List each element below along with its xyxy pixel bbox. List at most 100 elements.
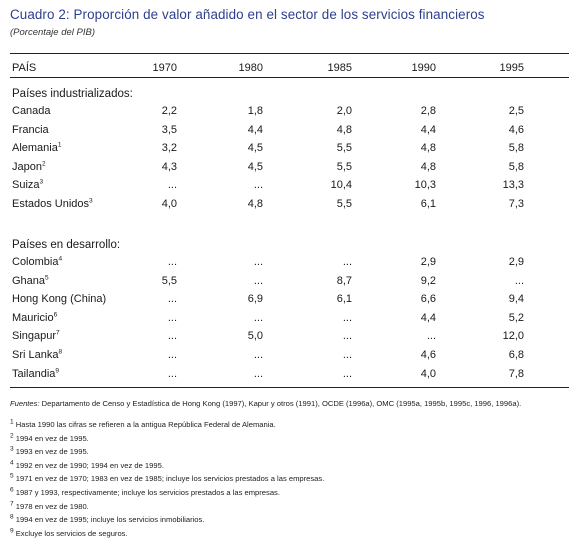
value-cell: 5,8 [508,142,524,155]
value-cell: ... [253,256,263,268]
value-cell: ... [253,274,263,287]
value-cell: 4,6 [420,349,436,361]
footnote-mark: 5 [45,273,49,281]
footnote: 1 Hasta 1990 las cifras se refieren a la… [10,419,276,429]
footnote-number: 8 [10,513,14,521]
value-cell: ... [167,293,177,306]
footnote: 3 1993 en vez de 1995. [10,445,89,457]
footnote-text: 1992 en vez de 1990; 1994 en vez de 1995… [13,460,164,470]
value-cell: 4,5 [247,142,263,155]
value-cell: 5,5 [161,274,177,287]
value-cell: 6,8 [508,349,524,361]
country-label: Mauricio [12,311,54,324]
value-cell: ... [253,367,263,380]
footnote-text: Hasta 1990 las cifras se refieren a la a… [13,420,276,429]
value-cell: ... [167,330,177,343]
value-cell: 4,8 [420,160,436,173]
value-cell: 4,4 [247,123,263,136]
value-cell: 3,5 [161,123,177,136]
country-label: Tailandia [12,367,56,380]
footnote: 2 1994 en vez de 1995. [10,432,89,443]
value-cell: 2,5 [508,105,524,117]
value-cell: 4,3 [161,160,177,173]
value-cell: ... [342,311,352,324]
value-cell: 7,3 [508,198,524,210]
source-text: Departamento de Censo y Estadística de H… [39,399,522,408]
value-cell: ... [253,179,263,192]
column-header-1995: 1995 [499,62,524,74]
section-heading: Países industrializados: [12,88,133,100]
footnote-text: 1994 en vez de 1995. [13,433,89,443]
country-name: Sri Lanka8 [12,349,62,361]
value-cell: ... [167,256,177,268]
country-label: Japon [12,160,42,173]
value-cell: 4,0 [161,198,177,210]
value-cell: 6,9 [247,293,263,306]
value-cell: 5,0 [247,330,263,343]
value-cell: 10,3 [414,179,436,192]
source-note: Fuentes: Departamento de Censo y Estadís… [10,399,521,408]
value-cell: 5,8 [508,160,524,173]
footnote-mark: 2 [41,160,46,168]
country-label: Ghana [12,274,46,287]
footnote-number: 2 [10,432,14,440]
footnote-text: 1994 en vez de 1995; incluye los servici… [13,515,205,525]
country-name: Mauricio6 [12,311,58,324]
footnote-mark: 8 [58,348,63,356]
country-name: Colombia4 [12,256,62,268]
value-cell: 9,2 [420,274,436,287]
value-cell: 2,9 [508,256,524,268]
footnote-number: 3 [10,445,14,453]
footnote-text: 1987 y 1993, respectivamente; incluye lo… [13,488,280,497]
country-name: Tailandia9 [12,366,60,380]
value-cell: 4,4 [420,123,436,136]
value-cell: ... [253,349,263,361]
footnote: 5 1971 en vez de 1970; 1983 en vez de 19… [10,472,324,483]
country-label: Francia [12,123,49,136]
country-name: Ghana5 [12,273,49,287]
footnote: 4 1992 en vez de 1990; 1994 en vez de 19… [10,459,164,470]
value-cell: ... [342,349,352,361]
footnote-mark: 3 [39,178,44,186]
footnote-mark: 1 [57,141,62,149]
value-cell: ... [167,367,177,380]
bottom-rule [10,387,569,388]
value-cell: ... [253,311,263,324]
column-header-1980: 1980 [238,62,263,74]
value-cell: 7,8 [508,367,524,380]
country-label: Suiza [12,179,40,192]
value-cell: 4,8 [420,142,436,155]
country-name: Estados Unidos3 [12,198,93,210]
country-name: Hong Kong (China) [12,293,106,305]
section-heading: Países en desarrollo: [12,239,121,251]
top-rule [10,53,569,54]
value-cell: ... [426,330,436,343]
value-cell: 9,4 [508,293,524,306]
value-cell: 4,8 [336,123,352,136]
value-cell: 2,0 [336,105,352,117]
source-label: Fuentes: [10,399,40,408]
value-cell: 2,9 [420,256,436,268]
footnote-number: 6 [10,486,14,494]
value-cell: 5,5 [336,198,352,210]
footnote-number: 5 [10,472,14,480]
footnote-mark: 9 [55,366,60,374]
value-cell: 6,6 [420,293,436,306]
country-name: Alemania1 [12,142,61,154]
footnote-text: 1993 en vez de 1995. [13,447,89,457]
value-cell: 10,4 [330,179,352,192]
footnote-mark: 6 [53,311,58,319]
country-name: Japon2 [12,160,46,173]
table-subtitle: (Porcentaje del PIB) [10,27,96,38]
value-cell: 4,0 [420,367,436,380]
country-label: Canada [12,105,51,117]
value-cell: 2,2 [161,105,177,117]
footnote: 8 1994 en vez de 1995; incluye los servi… [10,513,205,525]
footnote-number: 4 [10,459,14,467]
header-rule [10,77,569,78]
country-label: Singapur [12,330,57,343]
column-header-1970: 1970 [152,62,177,74]
value-cell: ... [167,311,177,324]
value-cell: 5,5 [336,160,352,173]
country-label: Alemania [12,142,58,155]
